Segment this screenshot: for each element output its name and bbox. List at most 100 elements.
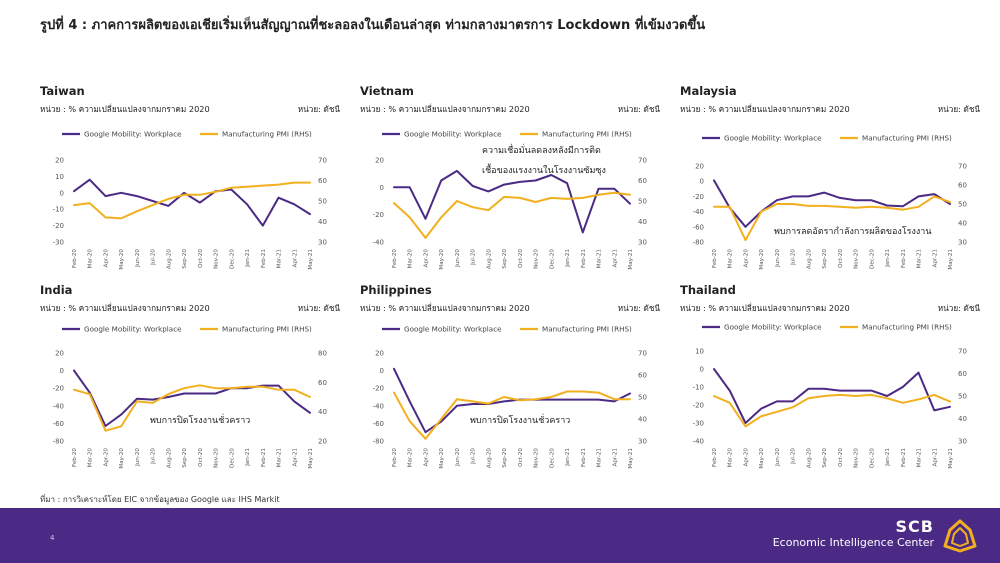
y-right-tick-label: 60 [638, 372, 647, 380]
y-right-tick-label: 30 [318, 239, 327, 247]
y-right-tick-label: 30 [958, 438, 967, 446]
chart-thailand: Google Mobility: Workplace Manufacturing … [693, 323, 967, 469]
x-tick-label: May-21 [948, 448, 954, 469]
x-tick-label: Mar-20 [408, 448, 414, 468]
legend-label: Manufacturing PMI (RHS) [542, 130, 632, 139]
brand-subtitle: Economic Intelligence Center [772, 536, 934, 549]
x-tick-label: Jul-20 [471, 249, 477, 266]
chart-annotation: เชื้อของแรงงานในโรงงานซัมซุง [482, 163, 606, 176]
x-tick-label: Mar-21 [917, 249, 923, 269]
x-tick-label: May-21 [948, 249, 954, 270]
x-tick-label: Mar-21 [597, 249, 603, 269]
series-line-mobility [393, 169, 631, 234]
y-left-tick-label: -40 [373, 402, 384, 410]
x-tick-label: Apr-21 [292, 448, 298, 467]
x-tick-label: Nov-20 [854, 249, 860, 269]
page-number: 4 [50, 534, 55, 542]
y-right-tick-label: 30 [638, 239, 647, 247]
x-tick-label: Aug-20 [806, 249, 812, 269]
y-right-tick-label: 70 [638, 157, 647, 165]
y-left-tick-label: -20 [373, 385, 384, 393]
y-right-tick-label: 60 [958, 182, 967, 190]
y-left-tick-label: 0 [700, 366, 704, 374]
x-tick-label: Mar-20 [88, 249, 94, 269]
panel-title: Malaysia [680, 84, 737, 98]
x-tick-label: Mar-20 [728, 448, 734, 468]
chart-india: Google Mobility: Workplace Manufacturing … [53, 325, 327, 469]
panel-title: India [40, 283, 73, 297]
x-tick-label: Feb-20 [392, 448, 398, 467]
x-tick-label: Jul-20 [151, 448, 157, 465]
chart-annotation: พบการลดอัตรากำลังการผลิตของโรงงาน [774, 226, 931, 237]
x-tick-label: Oct-20 [838, 249, 844, 268]
y-left-tick-label: 0 [700, 178, 704, 186]
legend-label: Google Mobility: Workplace [724, 134, 822, 143]
x-tick-label: Dec-20 [229, 448, 235, 468]
y-left-tick-label: 0 [380, 367, 384, 375]
x-tick-label: Apr-21 [932, 448, 938, 467]
y-right-tick-label: 40 [958, 415, 967, 423]
x-tick-label: Dec-20 [869, 448, 875, 468]
x-tick-label: Mar-21 [917, 448, 923, 468]
y-left-tick-label: 20 [375, 350, 384, 358]
x-tick-label: Dec-20 [869, 249, 875, 269]
x-tick-label: Apr-21 [612, 249, 618, 268]
x-tick-label: Jun-20 [135, 448, 141, 467]
chart-taiwan: Google Mobility: Workplace Manufacturing … [53, 130, 327, 270]
x-tick-label: Oct-20 [838, 448, 844, 467]
x-tick-label: Jun-20 [135, 249, 141, 268]
y-left-tick-label: -20 [53, 222, 64, 230]
y-left-tick-label: -20 [693, 402, 704, 410]
x-tick-label: May-21 [628, 448, 634, 469]
x-tick-label: Apr-20 [103, 249, 109, 268]
unit-right-label: หน่วย: ดัชนี [937, 104, 980, 114]
unit-right-label: หน่วย: ดัชนี [937, 303, 980, 313]
x-tick-label: May-21 [308, 249, 314, 270]
y-left-tick-label: 20 [55, 350, 64, 358]
x-tick-label: May-20 [119, 448, 125, 469]
x-tick-label: Oct-20 [198, 249, 204, 268]
x-tick-label: Nov-20 [214, 448, 220, 468]
x-tick-label: Feb-21 [581, 448, 587, 467]
chart-annotation: ความเชื่อมั่นลดลงหลังมีการติด [482, 143, 601, 156]
y-left-tick-label: -10 [693, 384, 704, 392]
panel-title: Taiwan [40, 84, 85, 98]
x-tick-label: Jan-21 [245, 249, 251, 268]
unit-right-label: หน่วย: ดัชนี [297, 104, 340, 114]
x-tick-label: Mar-20 [728, 249, 734, 269]
y-left-tick-label: -20 [693, 193, 704, 201]
source-note: ที่มา : การวิเคราะห์โดย EIC จากข้อมูลของ… [40, 495, 280, 504]
x-tick-label: Apr-20 [103, 448, 109, 467]
x-tick-label: Dec-20 [549, 448, 555, 468]
x-tick-label: Apr-20 [743, 249, 749, 268]
x-tick-label: Feb-20 [72, 448, 78, 467]
x-tick-label: May-20 [759, 249, 765, 270]
y-right-tick-label: 40 [958, 220, 967, 228]
y-left-tick-label: 20 [375, 157, 384, 165]
x-tick-label: May-20 [439, 448, 445, 469]
x-tick-label: Feb-20 [392, 249, 398, 268]
legend-label: Google Mobility: Workplace [404, 130, 502, 139]
x-tick-label: May-20 [119, 249, 125, 270]
y-left-tick-label: 0 [60, 189, 64, 197]
series-line-pmi [73, 181, 311, 220]
x-tick-label: Feb-20 [72, 249, 78, 268]
legend-label: Google Mobility: Workplace [84, 130, 182, 139]
y-left-tick-label: -60 [693, 223, 704, 231]
x-tick-label: Aug-20 [166, 448, 172, 468]
series-line-pmi [393, 191, 631, 239]
y-right-tick-label: 70 [958, 348, 967, 356]
y-right-tick-label: 30 [638, 438, 647, 446]
x-tick-label: Jun-20 [455, 448, 461, 467]
y-right-tick-label: 40 [318, 408, 327, 416]
panel-india: India หน่วย : % ความเปลี่ยนแปลงจากมกราคม… [40, 283, 340, 475]
x-tick-label: Apr-21 [612, 448, 618, 467]
y-left-tick-label: -40 [373, 239, 384, 247]
x-tick-label: Sep-20 [502, 448, 508, 468]
x-tick-label: Dec-20 [549, 249, 555, 269]
x-tick-label: Aug-20 [486, 448, 492, 468]
series-line-pmi [713, 393, 951, 428]
legend-label: Manufacturing PMI (RHS) [542, 325, 632, 334]
legend-label: Google Mobility: Workplace [404, 325, 502, 334]
series-line-mobility [73, 178, 311, 227]
